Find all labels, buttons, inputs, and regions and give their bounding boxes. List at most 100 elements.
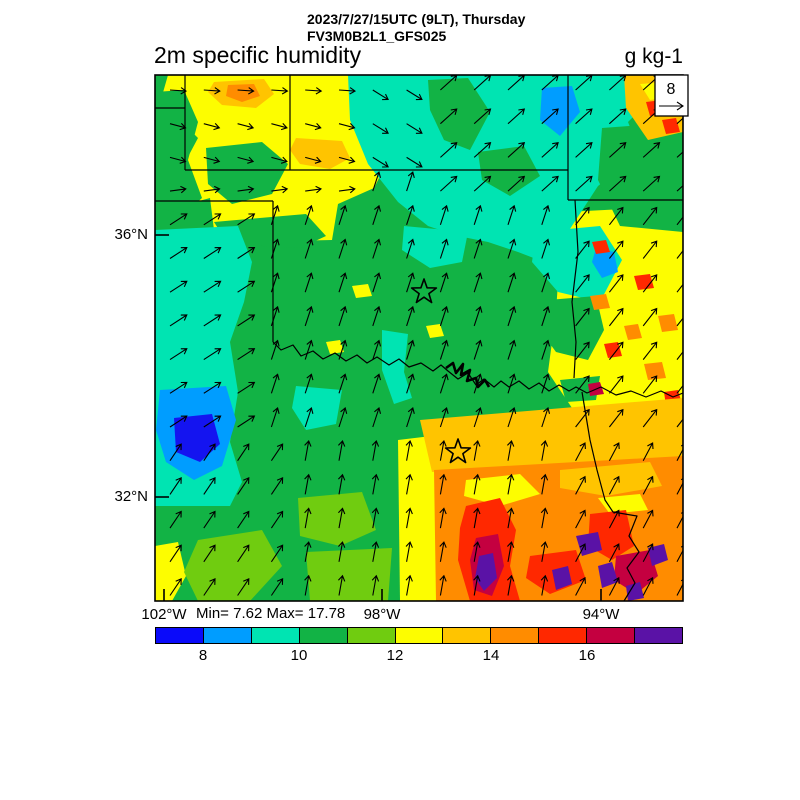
- wind-arrow: [304, 439, 312, 461]
- field-region: [598, 562, 618, 588]
- wind-arrow: [507, 142, 526, 158]
- wind-arrow: [305, 156, 322, 164]
- wind-arrow: [642, 543, 654, 563]
- wind-arrow: [642, 175, 661, 192]
- wind-arrow: [338, 373, 348, 394]
- wind-arrow: [575, 442, 586, 461]
- wind-arrow: [608, 341, 624, 360]
- wind-arrow: [405, 439, 413, 461]
- wind-arrow: [575, 240, 590, 259]
- wind-arrow: [304, 574, 312, 596]
- wind-arrow: [642, 274, 658, 293]
- wind-arrow: [338, 204, 348, 225]
- wind-arrow: [439, 204, 449, 225]
- minmax-label: Min= 7.62 Max= 17.78: [196, 605, 346, 622]
- wind-arrow: [405, 574, 413, 596]
- wind-arrow: [676, 184, 683, 192]
- wind-arrow: [405, 507, 413, 529]
- wind-arrow: [506, 574, 515, 596]
- wind-arrow: [541, 305, 551, 327]
- wind-arrow: [372, 123, 389, 134]
- wind-arrow: [203, 87, 221, 95]
- wind-arrow: [406, 156, 423, 168]
- wind-arrow: [169, 476, 182, 495]
- wind-arrow: [169, 510, 182, 529]
- field-region: [292, 386, 342, 430]
- wind-arrow: [506, 439, 515, 461]
- wind-arrow: [473, 439, 481, 461]
- wind-arrow: [676, 216, 683, 226]
- wind-arrow: [642, 375, 658, 394]
- wind-arrow: [405, 473, 413, 495]
- wind-arrow: [506, 507, 515, 529]
- city-star-marker: [410, 278, 438, 304]
- wind-arrow: [439, 507, 447, 529]
- wind-arrow: [169, 578, 182, 596]
- x-axis-label: 94°W: [582, 606, 620, 623]
- wind-arrow: [270, 544, 284, 563]
- wind-arrow: [608, 442, 620, 461]
- wind-arrow: [371, 574, 380, 596]
- colorbar-segment: [203, 628, 252, 643]
- wind-arrow: [609, 175, 627, 192]
- wind-arrow: [237, 578, 250, 596]
- wind-arrow: [642, 442, 654, 461]
- wind-arrow: [338, 156, 356, 164]
- wind-arrow: [608, 274, 624, 293]
- wind-arrow: [270, 510, 284, 529]
- wind-arrow: [237, 280, 256, 293]
- field-region: [326, 340, 344, 354]
- wind-arrow: [338, 272, 348, 293]
- wind-arrow: [608, 408, 624, 428]
- wind-arrow: [473, 238, 483, 259]
- wind-arrow: [540, 439, 549, 461]
- wind-arrow: [270, 476, 284, 495]
- wind-arrow: [473, 373, 483, 394]
- river-border: [445, 361, 491, 389]
- wind-arrow: [642, 307, 658, 327]
- wind-arrow: [439, 305, 449, 327]
- field-region: [382, 330, 412, 404]
- wind-arrow: [271, 156, 288, 164]
- wind-arrow: [338, 339, 348, 360]
- field-region: [560, 462, 662, 496]
- wind-arrow: [473, 175, 492, 192]
- wind-arrow: [169, 123, 187, 131]
- wind-arrow: [270, 339, 280, 360]
- wind-arrow: [676, 351, 683, 360]
- wind-arrow: [203, 578, 216, 596]
- wind-arrow: [608, 240, 624, 259]
- wind-arrow: [169, 443, 182, 462]
- wind-arrow: [372, 238, 382, 259]
- wind-arrow: [439, 407, 449, 428]
- wind-arrow: [540, 574, 549, 596]
- wind-arrow: [507, 373, 517, 394]
- wind-arrow: [608, 307, 624, 327]
- map-frame: [154, 74, 684, 602]
- wind-arrow: [608, 509, 620, 529]
- wind-arrow: [338, 87, 357, 95]
- colorbar: [155, 627, 683, 644]
- wind-arrow: [473, 305, 483, 327]
- wind-arrow: [203, 123, 221, 131]
- wind-arrow: [642, 576, 654, 596]
- field-region: [352, 284, 372, 298]
- wind-arrow: [439, 439, 447, 461]
- wind-arrow: [305, 87, 323, 95]
- wind-arrow: [203, 381, 222, 394]
- wind-arrow: [337, 473, 346, 495]
- wind-arrow: [237, 185, 255, 194]
- wind-arrow: [304, 272, 314, 293]
- wind-arrow: [169, 87, 188, 95]
- wind-arrow: [642, 509, 654, 529]
- field-region: [464, 474, 540, 506]
- wind-arrow: [237, 156, 255, 164]
- map-layers: [155, 75, 683, 601]
- wind-arrow: [676, 151, 683, 158]
- wind-arrow: [169, 314, 188, 327]
- wind-arrow: [507, 305, 517, 327]
- wind-arrow: [506, 473, 515, 495]
- wind-arrow: [575, 475, 586, 495]
- wind-arrow: [473, 507, 481, 529]
